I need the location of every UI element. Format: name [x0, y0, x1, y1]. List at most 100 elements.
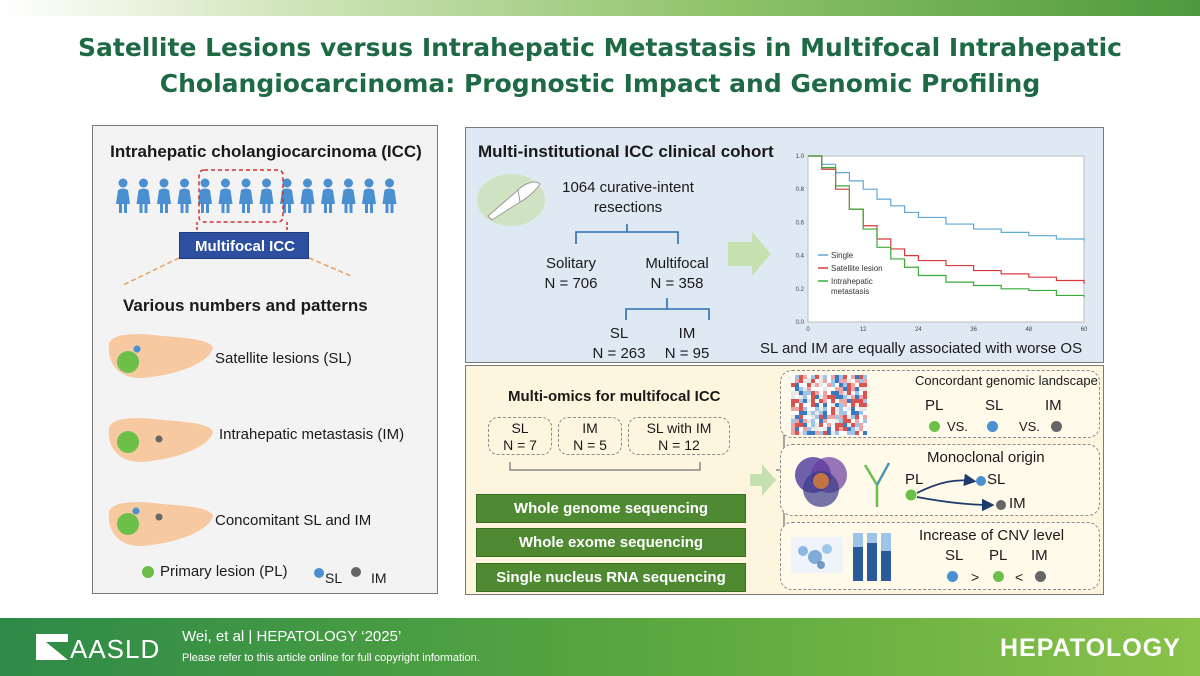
sl-pattern-label: Satellite lesions (SL): [215, 350, 352, 367]
chart-legend: Single Satellite lesion Intrahepatic metast…: [818, 251, 883, 296]
result-cnv-level: Increase of CNV level SL PL IM > <: [780, 522, 1100, 590]
sl-sample-text: SL N = 7: [489, 420, 551, 454]
total-resections: 1064 curative-intent resections: [548, 178, 708, 218]
sl-group: SL N = 263: [574, 324, 664, 364]
heatmap-thumbnail: [791, 375, 867, 435]
wgs-button: Whole genome sequencing: [476, 494, 746, 523]
snrna-button: Single nucleus RNA sequencing: [476, 563, 746, 592]
x-tick-label: 0: [806, 327, 810, 333]
person-icon: [116, 178, 130, 213]
r3-sl-label: SL: [945, 547, 964, 564]
series-line-1: [808, 155, 1085, 284]
solitary-count: N = 706: [544, 275, 598, 292]
r1-sl-label: SL: [985, 397, 1004, 414]
patterns-heading: Various numbers and patterns: [123, 296, 368, 315]
im-pattern-label: Intrahepatic metastasis (IM): [219, 426, 405, 443]
person-icon: [239, 178, 253, 213]
cnv-thumbnail: [791, 533, 891, 581]
legend-sl-dot: [314, 568, 324, 578]
total-line-1: 1064 curative-intent: [562, 179, 694, 196]
r3-im-label: IM: [1031, 547, 1048, 564]
x-tick-label: 48: [1025, 327, 1032, 333]
legend-im-label: IM: [371, 570, 387, 586]
person-icon: [259, 178, 274, 213]
r3-im-dot: [1035, 571, 1046, 582]
person-icon: [157, 178, 171, 213]
cohort-heading: Multi-institutional ICC clinical cohort: [478, 142, 774, 161]
series-line-2: [808, 155, 1085, 298]
sl-cohort-count: N = 263: [592, 345, 646, 362]
person-icon: [280, 178, 294, 213]
legend-label-1: Satellite lesion: [831, 264, 883, 273]
plot-area: [807, 155, 1085, 323]
tree-branch-level1: [575, 231, 679, 244]
multifocal-label: Multifocal: [645, 255, 709, 272]
person-icon: [177, 178, 192, 213]
multifocal-group: Multifocal N = 358: [632, 254, 722, 294]
icc-patterns-panel: Intrahepatic cholangiocarcinoma (ICC): [92, 125, 438, 594]
expand-line-right: [308, 257, 352, 277]
solitary-label: Solitary: [545, 255, 597, 272]
slim-sample-count: N = 12: [658, 437, 700, 453]
series-line-0: [808, 155, 1085, 241]
r1-pl-dot: [929, 421, 940, 432]
multifocal-count: N = 358: [650, 275, 704, 292]
omics-heading: Multi-omics for multifocal ICC: [508, 388, 721, 405]
x-tick-label: 12: [860, 327, 867, 333]
r3-lt: <: [1015, 569, 1024, 585]
aasld-logo-text: AASLD: [70, 634, 161, 664]
arrow-to-results: [750, 464, 776, 496]
sl-sample-count: N = 7: [503, 437, 537, 453]
person-icon: [382, 178, 397, 213]
y-tick-label: 1.0: [796, 154, 805, 160]
legend-label-2: Intrahepatic metastasis: [831, 277, 873, 296]
person-icon: [218, 178, 233, 213]
y-tick-label: 0.0: [796, 320, 805, 326]
slim-sample-box: SL with IM N = 12: [628, 417, 730, 455]
concomitant-pattern-label: Concomitant SL and IM: [215, 512, 372, 529]
icc-heading: Intrahepatic cholangiocarcinoma (ICC): [110, 142, 422, 161]
genomic-landscape-title: Concordant genomic landscape: [915, 373, 1098, 388]
footer-copyright: Please refer to this article online for …: [182, 652, 480, 664]
im-sample-text: IM N = 5: [559, 420, 621, 454]
legend-label-0: Single: [831, 251, 854, 260]
scalpel-icon: [487, 181, 541, 221]
r3-sl-dot: [947, 571, 958, 582]
r3-pl-label: PL: [989, 547, 1008, 564]
slim-sample-label: SL with IM: [646, 420, 712, 436]
monoclonal-title: Monoclonal origin: [927, 449, 1045, 466]
r1-vs-2: VS.: [1019, 419, 1040, 434]
aasld-logo-icon: [36, 634, 68, 660]
liver-sl-icon: [108, 334, 213, 378]
multi-omics-panel: Multi-omics for multifocal ICC SL N = 7 …: [465, 365, 1104, 595]
chart-ticks: 0 12 24 36 48 60 0.0 0.2 0.4 0.6 0.8 1.0: [796, 154, 1088, 333]
title-line-1: Satellite Lesions versus Intrahepatic Me…: [78, 33, 1122, 62]
y-tick-label: 0.8: [796, 187, 805, 193]
legend-pl-dot: [142, 566, 154, 578]
cnv-title: Increase of CNV level: [919, 527, 1065, 544]
person-icon: [198, 178, 212, 213]
legend-im-dot: [351, 567, 361, 577]
r2-sl-label: SL: [987, 471, 1006, 488]
legend-pl-label: Primary lesion (PL): [160, 563, 288, 580]
liver-im-icon: [108, 418, 213, 462]
samples-bracket: [509, 462, 701, 471]
x-tick-label: 24: [915, 327, 922, 333]
r2-pl-label: PL: [905, 471, 924, 488]
patient-icons: [116, 178, 397, 213]
sl-cohort-label: SL: [609, 325, 629, 342]
im-group: IM N = 95: [652, 324, 722, 364]
result-genomic-landscape: Concordant genomic landscape PL SL IM VS…: [780, 370, 1100, 438]
r1-im-label: IM: [1045, 397, 1062, 414]
sl-sample-label: SL: [511, 420, 529, 436]
im-cohort-label: IM: [678, 325, 696, 342]
title-line-2: Cholangiocarcinoma: Prognostic Impact an…: [159, 69, 1041, 98]
r2-im-label: IM: [1009, 495, 1026, 512]
footer-citation: Wei, et al | HEPATOLOGY ‘2025’: [182, 628, 402, 645]
wes-button: Whole exome sequencing: [476, 528, 746, 557]
arrow-to-survival-chart: [728, 232, 771, 276]
total-line-2: resections: [593, 199, 663, 216]
r1-vs-1: VS.: [947, 419, 968, 434]
cohort-conclusion: SL and IM are equally associated with wo…: [760, 340, 1083, 357]
liver-concomitant-icon: [108, 502, 213, 546]
